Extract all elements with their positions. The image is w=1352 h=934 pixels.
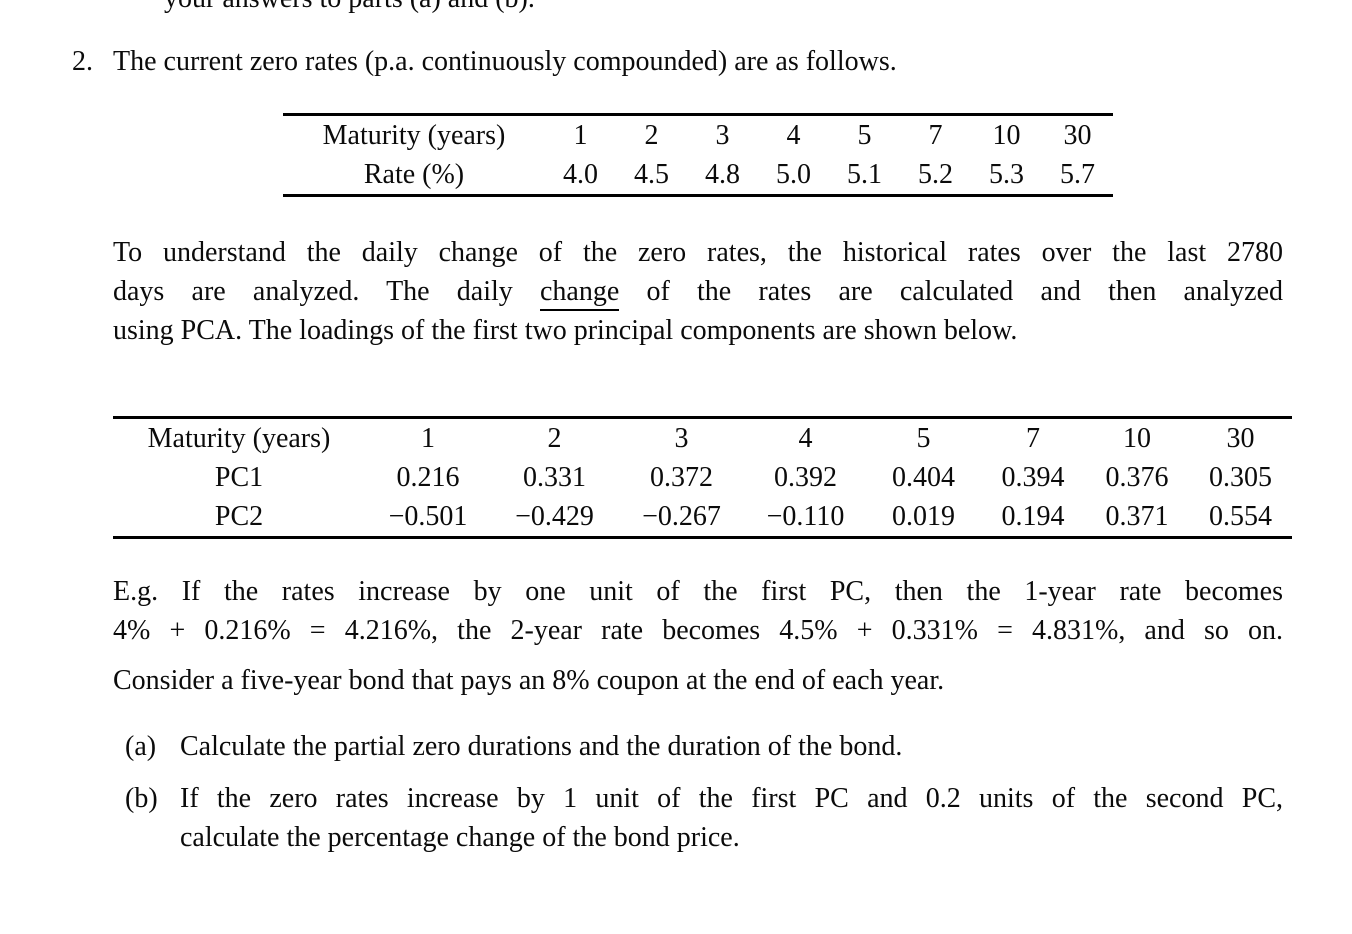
pca-loadings-table-grid: Maturity (years) 1 2 3 4 5 7 10 30 PC1 0…	[113, 419, 1292, 536]
maturity-cell: 2	[644, 120, 659, 151]
maturity-cell: 10	[992, 120, 1021, 151]
paragraph-line: using PCA. The loadings of the first two…	[113, 315, 1018, 346]
maturity-cell: 7	[1026, 423, 1040, 454]
top-partial-line: your answers to parts (a) and (b).	[164, 0, 535, 18]
paragraph-line: To understand the daily change of the ze…	[113, 237, 1283, 268]
pc2-cell: 0.194	[1001, 501, 1065, 532]
pca-paragraph: To understand the daily change of the ze…	[113, 233, 1283, 350]
pc1-cell: 0.394	[1001, 462, 1065, 493]
pc1-cell: 0.404	[892, 462, 955, 493]
paragraph-line: 4% + 0.216% = 4.216%, the 2-year rate be…	[113, 615, 1283, 646]
part-b-text: If the zero rates increase by 1 unit of …	[180, 779, 1283, 857]
maturity-cell: 4	[798, 423, 813, 454]
maturity-cell: 4	[786, 120, 801, 151]
rate-cell: 4.8	[705, 159, 740, 190]
consider-line: Consider a five-year bond that pays an 8…	[113, 665, 945, 696]
paragraph-text: days are analyzed. The daily	[113, 276, 540, 307]
paragraph-line: days are analyzed. The daily change of t…	[113, 272, 1283, 311]
maturity-cell: 1	[421, 423, 435, 454]
pc1-cell: 0.392	[774, 462, 837, 493]
paragraph-text: of the rates are calculated and then ana…	[619, 276, 1283, 307]
rate-cell: 4.0	[563, 159, 598, 190]
maturity-cell: 3	[715, 120, 730, 151]
maturity-cell: 3	[674, 423, 689, 454]
maturity-header-label: Maturity (years)	[322, 120, 506, 151]
pc2-cell: −0.110	[766, 501, 845, 532]
rate-cell: 5.2	[918, 159, 953, 190]
pc1-cell: 0.216	[396, 462, 460, 493]
rate-cell: 5.3	[989, 159, 1024, 190]
part-b-item: (b) If the zero rates increase by 1 unit…	[0, 779, 1352, 857]
part-a-label: (a)	[125, 731, 157, 762]
pc1-cell: 0.372	[650, 462, 713, 493]
zero-rates-table-grid: Maturity (years) 1 2 3 4 5 7 10 30 Rate …	[283, 116, 1113, 194]
maturity-cell: 2	[547, 423, 562, 454]
table-row: PC2 −0.501 −0.429 −0.267 −0.110 0.019 0.…	[113, 497, 1292, 536]
table-row: Rate (%) 4.0 4.5 4.8 5.0 5.1 5.2 5.3 5.7	[283, 155, 1113, 194]
example-paragraph: E.g. If the rates increase by one unit o…	[113, 572, 1283, 650]
rate-cell: 5.1	[847, 159, 882, 190]
paragraph-line: calculate the percentage change of the b…	[180, 822, 740, 853]
part-b-label: (b)	[125, 783, 158, 814]
table-row: Maturity (years) 1 2 3 4 5 7 10 30	[283, 116, 1113, 155]
rate-cell: 5.7	[1060, 159, 1095, 190]
problem-statement: 2. The current zero rates (p.a. continuou…	[72, 42, 897, 81]
pc2-cell: −0.267	[642, 501, 721, 532]
maturity-cell: 30	[1063, 120, 1092, 151]
pc1-cell: 0.305	[1209, 462, 1272, 493]
pc1-cell: 0.331	[523, 462, 586, 493]
maturity-cell: 10	[1123, 423, 1151, 454]
maturity-header-label: Maturity (years)	[147, 423, 331, 454]
maturity-cell: 1	[573, 120, 588, 151]
rate-cell: 5.0	[776, 159, 811, 190]
underlined-change-word: change	[539, 276, 620, 311]
maturity-cell: 5	[916, 423, 931, 454]
pc1-row-label: PC1	[214, 462, 264, 493]
pca-loadings-table: Maturity (years) 1 2 3 4 5 7 10 30 PC1 0…	[113, 416, 1292, 539]
zero-rates-table: Maturity (years) 1 2 3 4 5 7 10 30 Rate …	[283, 113, 1113, 197]
maturity-cell: 30	[1226, 423, 1255, 454]
pc2-cell: 0.554	[1209, 501, 1272, 532]
pc2-cell: 0.371	[1105, 501, 1169, 532]
part-a-text: Calculate the partial zero durations and…	[180, 727, 1283, 766]
table-row: Maturity (years) 1 2 3 4 5 7 10 30	[113, 419, 1292, 458]
paragraph-line: Calculate the partial zero durations and…	[180, 731, 903, 762]
table-row: PC1 0.216 0.331 0.372 0.392 0.404 0.394 …	[113, 458, 1292, 497]
paragraph-line: E.g. If the rates increase by one unit o…	[113, 576, 1283, 607]
maturity-cell: 5	[857, 120, 872, 151]
problem-intro: The current zero rates (p.a. continuousl…	[113, 46, 897, 77]
pc2-cell: −0.501	[388, 501, 468, 532]
paragraph-line: If the zero rates increase by 1 unit of …	[180, 783, 1283, 814]
part-a-item: (a) Calculate the partial zero durations…	[0, 727, 1352, 766]
pc1-cell: 0.376	[1105, 462, 1169, 493]
pc2-cell: 0.019	[892, 501, 955, 532]
pc2-cell: −0.429	[515, 501, 594, 532]
rate-row-label: Rate (%)	[363, 159, 465, 190]
maturity-cell: 7	[928, 120, 943, 151]
problem-number: 2.	[72, 46, 93, 77]
pc2-row-label: PC2	[214, 501, 264, 532]
rate-cell: 4.5	[634, 159, 669, 190]
